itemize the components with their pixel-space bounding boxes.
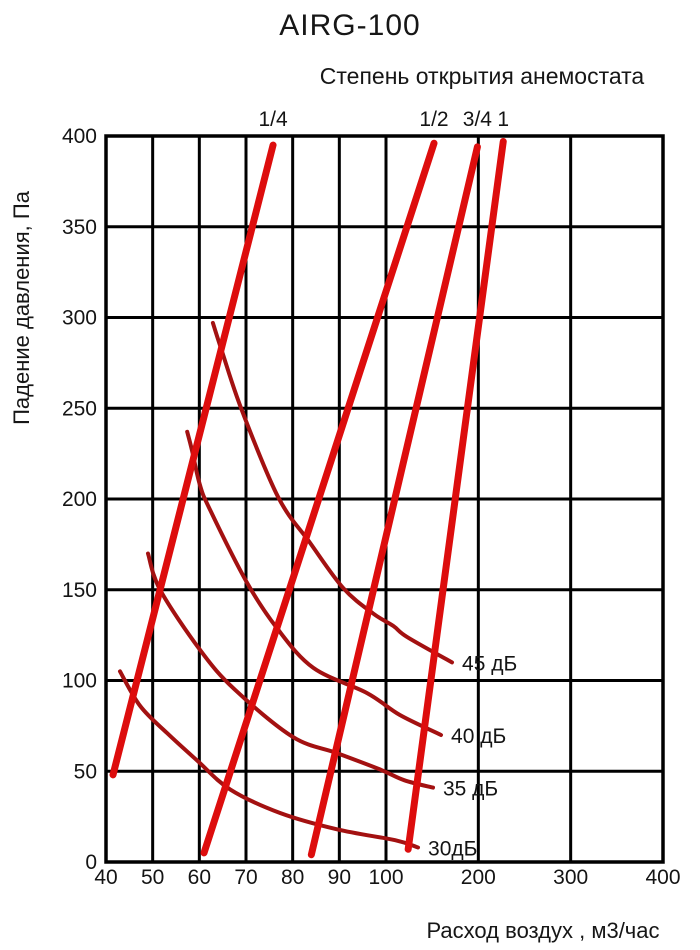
y-tick-label-200: 200 xyxy=(62,488,97,511)
y-tick-label-150: 150 xyxy=(62,579,97,602)
x-tick-label-90: 90 xyxy=(328,866,351,889)
plot-border xyxy=(104,134,665,864)
x-tick-label-50: 50 xyxy=(141,866,164,889)
opening-line-1 xyxy=(200,139,438,857)
y-tick-label-300: 300 xyxy=(62,307,97,330)
opening-label-3: 1 xyxy=(497,108,509,131)
y-tick-label-400: 400 xyxy=(62,125,97,148)
noise-curve-0 xyxy=(210,320,454,665)
y-tick-label-0: 0 xyxy=(85,851,97,874)
noise-label-0: 45 дБ xyxy=(462,652,517,675)
x-tick-label-80: 80 xyxy=(281,866,304,889)
opening-label-0: 1/4 xyxy=(258,108,288,131)
y-tick-label-350: 350 xyxy=(62,216,97,239)
x-tick-label-200: 200 xyxy=(461,866,496,889)
opening-degree-header: Степень открытия анемостата xyxy=(319,63,645,89)
x-tick-label-100: 100 xyxy=(368,866,403,889)
x-axis-title: Расход воздух , м3/час xyxy=(426,918,660,943)
chart-title: AIRG-100 xyxy=(279,9,421,42)
opening-label-2: 3/4 xyxy=(463,108,493,131)
noise-curve-1 xyxy=(185,429,443,737)
opening-label-1: 1/2 xyxy=(419,108,448,131)
x-tick-label-400: 400 xyxy=(645,866,680,889)
noise-label-1: 40 дБ xyxy=(451,725,506,748)
noise-curve-3 xyxy=(118,669,420,850)
opening-line-2 xyxy=(307,143,481,859)
noise-curve-2 xyxy=(146,551,435,790)
x-tick-label-40: 40 xyxy=(94,866,117,889)
y-tick-label-100: 100 xyxy=(62,670,97,693)
x-tick-label-60: 60 xyxy=(188,866,211,889)
opening-line-3 xyxy=(404,137,507,853)
x-tick-label-70: 70 xyxy=(234,866,257,889)
x-tick-label-300: 300 xyxy=(553,866,588,889)
noise-label-3: 30дБ xyxy=(428,837,477,860)
opening-line-0 xyxy=(109,141,277,779)
noise-label-2: 35 дБ xyxy=(443,778,498,801)
y-tick-label-50: 50 xyxy=(74,760,97,783)
y-tick-label-250: 250 xyxy=(62,397,97,420)
